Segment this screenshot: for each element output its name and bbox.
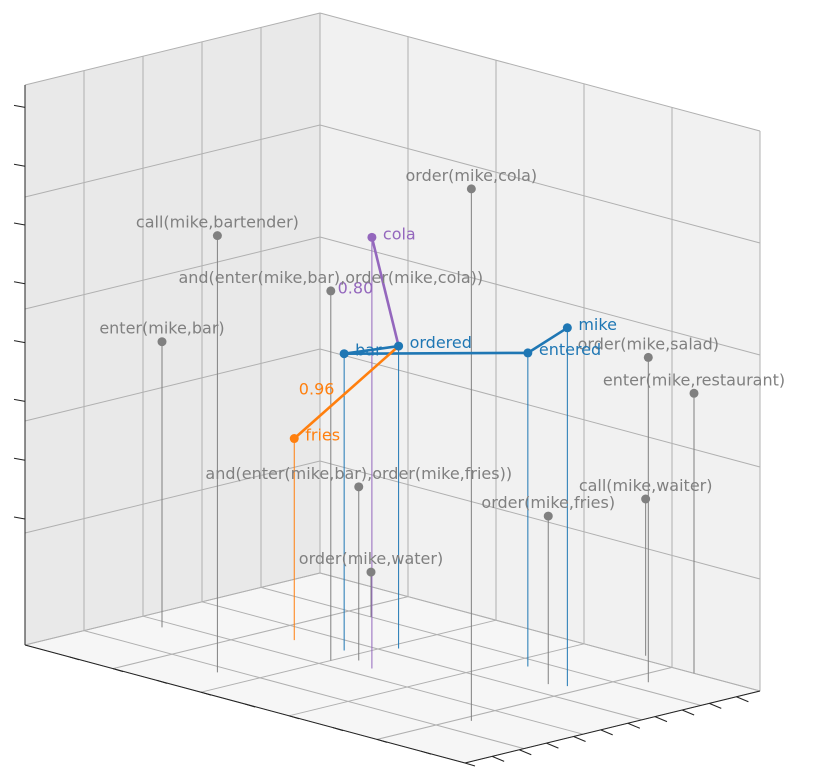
data-point: [367, 232, 377, 242]
y-tick: [736, 696, 749, 703]
y-tick: [573, 736, 586, 742]
x-tick: [420, 750, 432, 755]
point-markers: [157, 184, 699, 577]
point-label: mike: [578, 315, 617, 334]
gridline: [319, 348, 761, 468]
gridline: [319, 12, 761, 132]
y-tick: [654, 716, 668, 723]
y-tick: [627, 722, 641, 729]
gridline: [288, 643, 585, 717]
point-label: fries: [305, 426, 340, 445]
z-tick: [13, 222, 26, 226]
x-tick: [112, 668, 124, 673]
x-tick: [376, 738, 388, 743]
x-tick: [464, 762, 476, 767]
gridline: [201, 601, 643, 721]
data-point: [157, 337, 167, 347]
data-point: [289, 434, 299, 444]
point-label: ordered: [410, 333, 472, 352]
z-tick: [13, 457, 26, 461]
point-label: order(mike,salad): [578, 334, 719, 353]
path-annotation: 0.96: [299, 379, 335, 398]
gridline: [200, 619, 497, 693]
gridline: [24, 236, 321, 310]
data-point: [643, 352, 653, 362]
z-tick: [13, 281, 26, 285]
data-point: [523, 348, 533, 358]
z-tick: [13, 340, 26, 344]
z-tick: [13, 163, 26, 167]
axes-panes: [25, 13, 760, 763]
data-point: [466, 184, 476, 194]
right-pane: [320, 13, 760, 691]
data-point: [394, 341, 404, 351]
y-tick: [519, 749, 532, 756]
left-pane: [25, 13, 320, 645]
point-label: entered: [539, 340, 601, 359]
point-labels: 0.96 0.80 order(mike,cola) call(mike,barten…: [99, 166, 785, 568]
gridline: [319, 460, 761, 580]
gridline: [376, 666, 673, 740]
point-label: bar: [355, 341, 382, 360]
gridline: [83, 630, 525, 750]
axes-frame: [13, 85, 761, 767]
x-tick: [156, 679, 168, 684]
gridline: [24, 124, 321, 198]
y-tick: [546, 742, 559, 749]
data-point: [354, 482, 364, 492]
floor-pane: [25, 573, 760, 763]
point-label: order(mike,cola): [406, 166, 538, 185]
path-line: [370, 236, 400, 347]
data-point: [562, 323, 572, 333]
gridline: [319, 572, 761, 692]
path-annotation: 0.80: [338, 279, 374, 298]
y-tick: [600, 729, 613, 736]
data-point: [339, 349, 349, 359]
x-tick: [68, 656, 80, 661]
point-label: order(mike,fries): [481, 493, 615, 512]
point-label: enter(mike,restaurant): [603, 370, 785, 389]
point-label: and(enter(mike,bar),order(mike,fries)): [205, 464, 512, 483]
y-tick: [681, 709, 695, 716]
path-lines: [293, 236, 569, 440]
z-tick: [13, 516, 26, 520]
z-tick: [13, 104, 26, 108]
z-tick: [13, 398, 26, 402]
data-point: [212, 231, 222, 241]
gridline: [24, 460, 321, 534]
point-label: call(mike,waiter): [579, 476, 713, 495]
drop-lines: [161, 188, 695, 721]
point-label: cola: [383, 224, 416, 243]
y-tick: [491, 755, 505, 762]
gridline: [24, 572, 321, 646]
data-point: [543, 511, 553, 521]
x-tick: [332, 727, 344, 732]
point-label: enter(mike,bar): [99, 319, 224, 338]
data-point: [689, 388, 699, 398]
x-tick: [288, 715, 300, 720]
path-line: [293, 345, 400, 440]
gridline: [319, 124, 761, 244]
gridline: [142, 615, 584, 735]
gridline: [260, 586, 702, 706]
data-point: [641, 494, 651, 504]
point-label: order(mike,water): [299, 549, 443, 568]
point-label: call(mike,bartender): [136, 213, 299, 232]
y-axis-line: [464, 690, 761, 764]
data-point: [366, 567, 376, 577]
point-label: and(enter(mike,bar),order(mike,cola)): [178, 268, 483, 287]
x-tick: [244, 703, 256, 708]
gridline: [24, 348, 321, 422]
path-line: [342, 326, 569, 356]
gridline: [24, 12, 321, 86]
data-point: [326, 286, 336, 296]
y-tick: [709, 702, 722, 709]
x-tick: [200, 691, 212, 696]
gridline: [319, 236, 761, 356]
